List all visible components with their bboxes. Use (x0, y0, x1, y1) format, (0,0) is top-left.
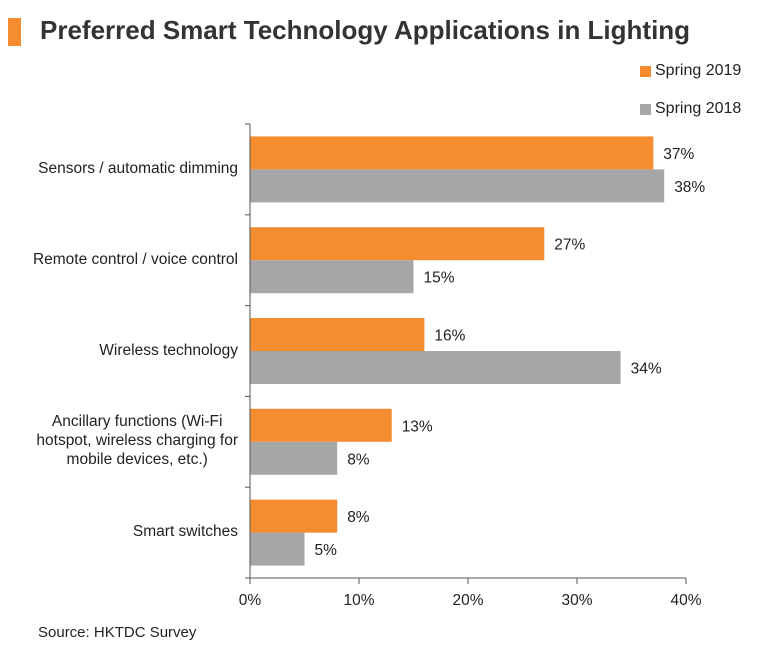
legend: Spring 2019 Spring 2018 (640, 60, 741, 136)
data-label-spring-2019-0: 37% (663, 146, 694, 163)
category-label-line: Ancillary functions (Wi-Fi (51, 413, 223, 431)
legend-label-spring-2018: Spring 2018 (655, 100, 742, 117)
bar-spring-2019-0 (250, 136, 654, 170)
bar-spring-2019-4 (250, 499, 338, 533)
data-label-spring-2018-1: 15% (424, 270, 455, 287)
category-label-line: mobile devices, etc.) (66, 451, 208, 469)
data-label-spring-2018-2: 34% (631, 361, 662, 378)
data-label-spring-2018-3: 8% (347, 451, 370, 468)
bar-spring-2018-1 (250, 260, 414, 294)
legend-label-spring-2019: Spring 2019 (655, 62, 742, 79)
category-label-4: Smart switches (133, 522, 238, 541)
x-tick-label-1: 10% (343, 592, 374, 609)
bar-spring-2018-4 (250, 532, 305, 566)
category-label-line: Wireless technology (99, 341, 238, 359)
legend-swatch-spring-2019 (640, 65, 651, 77)
category-label-line: Smart switches (132, 523, 238, 541)
bar-spring-2018-0 (250, 169, 665, 203)
data-label-spring-2019-1: 27% (554, 237, 585, 254)
category-label-0: Sensors / automatic dimming (38, 159, 238, 178)
x-tick-label-4: 40% (670, 592, 701, 609)
title-accent-bar (8, 18, 21, 46)
category-label-1: Remote control / voice control (33, 250, 238, 269)
category-label-line: hotspot, wireless charging for (36, 432, 238, 450)
x-tick-label-3: 30% (561, 592, 592, 609)
legend-item-spring-2018: Spring 2018 (640, 98, 741, 120)
bar-spring-2019-1 (250, 227, 545, 261)
category-label-line: Remote control / voice control (32, 250, 238, 268)
data-label-spring-2019-4: 8% (347, 509, 370, 526)
bar-spring-2018-2 (250, 351, 621, 384)
bar-spring-2019-3 (250, 408, 392, 442)
x-tick-label-0: 0% (239, 592, 262, 609)
source-note: Source: HKTDC Survey (38, 624, 197, 641)
bar-spring-2018-3 (250, 441, 338, 475)
chart-title: Preferred Smart Technology Applications … (40, 15, 691, 45)
data-label-spring-2019-2: 16% (434, 328, 465, 345)
legend-item-spring-2019: Spring 2019 (640, 60, 741, 82)
category-label-line: Sensors / automatic dimming (38, 159, 238, 177)
legend-swatch-spring-2018 (640, 103, 651, 115)
x-tick-label-2: 20% (452, 592, 483, 609)
bar-spring-2019-2 (250, 318, 425, 351)
data-label-spring-2018-0: 38% (674, 179, 705, 196)
data-label-spring-2019-3: 13% (402, 418, 433, 435)
category-label-3: Ancillary functions (Wi-Fi hotspot, wirel… (36, 412, 238, 469)
data-label-spring-2018-4: 5% (315, 542, 338, 559)
category-label-2: Wireless technology (99, 341, 238, 360)
